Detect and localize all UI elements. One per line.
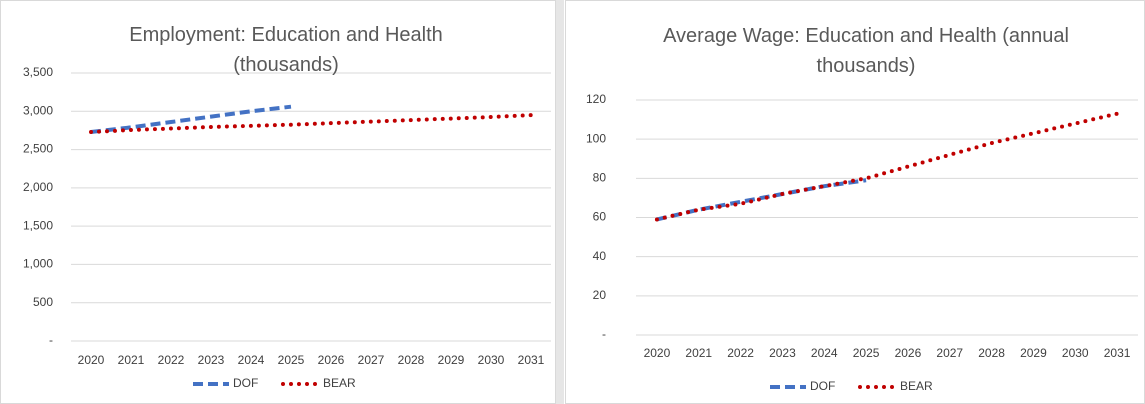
y-tick-label: 500 bbox=[33, 295, 53, 309]
x-tick-label: 2020 bbox=[78, 353, 105, 367]
chart-panel: - 20 40 60 80 100 120 2020 2021 2022 2023 2024 2025 2… bbox=[565, 0, 1145, 404]
x-tick-label: 2024 bbox=[811, 346, 838, 360]
x-tick-label: 2024 bbox=[238, 353, 265, 367]
data-line bbox=[656, 178, 867, 222]
y-tick-label: - bbox=[602, 327, 606, 341]
x-tick-label: 2021 bbox=[118, 353, 145, 367]
y-tick-label: 20 bbox=[593, 288, 607, 302]
x-tick-label: 2023 bbox=[769, 346, 796, 360]
x-tick-label: 2027 bbox=[936, 346, 963, 360]
legend-label: DOF bbox=[810, 379, 835, 393]
x-tick-label: 2028 bbox=[978, 346, 1005, 360]
y-tick-label: 100 bbox=[586, 131, 606, 145]
y-tick-label: 1,000 bbox=[23, 257, 53, 271]
x-tick-label: 2027 bbox=[358, 353, 385, 367]
chart: - 20 40 60 80 100 120 2020 2021 2022 2023 2024 2025 2… bbox=[586, 92, 1138, 393]
x-tick-label: 2030 bbox=[478, 353, 505, 367]
y-tick-label: - bbox=[49, 333, 53, 347]
chart-title: Average Wage: Education and Health (annu… bbox=[663, 25, 1069, 77]
data-line bbox=[90, 104, 292, 134]
x-tick-label: 2020 bbox=[644, 346, 671, 360]
legend-label: BEAR bbox=[323, 376, 356, 390]
legend-label: BEAR bbox=[900, 379, 933, 393]
x-tick-label: 2031 bbox=[518, 353, 545, 367]
y-tick-label: 60 bbox=[593, 210, 607, 224]
y-tick-label: 2,000 bbox=[23, 180, 53, 194]
x-tick-label: 2026 bbox=[895, 346, 922, 360]
x-tick-label: 2022 bbox=[158, 353, 185, 367]
chart-panel: - 500 1,000 1,500 2,000 2,500 3,000 3,500 2020 20… bbox=[0, 0, 556, 404]
y-tick-label: 40 bbox=[593, 249, 607, 263]
data-line bbox=[654, 111, 1120, 222]
y-tick-label: 2,500 bbox=[23, 142, 53, 156]
x-tick-label: 2025 bbox=[278, 353, 305, 367]
x-tick-label: 2021 bbox=[685, 346, 712, 360]
x-tick-label: 2022 bbox=[727, 346, 754, 360]
y-tick-label: 3,000 bbox=[23, 103, 53, 117]
x-tick-label: 2030 bbox=[1062, 346, 1089, 360]
divider bbox=[556, 0, 564, 404]
x-tick-label: 2029 bbox=[438, 353, 465, 367]
x-tick-label: 2029 bbox=[1020, 346, 1047, 360]
x-tick-label: 2028 bbox=[398, 353, 425, 367]
chart-title: Employment: Education and Health (thousa… bbox=[129, 24, 443, 76]
x-tick-label: 2026 bbox=[318, 353, 345, 367]
chart: - 500 1,000 1,500 2,000 2,500 3,000 3,500 2020 20… bbox=[23, 65, 551, 390]
data-line bbox=[89, 113, 533, 134]
y-tick-label: 3,500 bbox=[23, 65, 53, 79]
y-tick-label: 120 bbox=[586, 92, 606, 106]
y-tick-label: 80 bbox=[593, 171, 607, 185]
y-tick-label: 1,500 bbox=[23, 218, 53, 232]
x-tick-label: 2025 bbox=[853, 346, 880, 360]
legend-label: DOF bbox=[233, 376, 258, 390]
x-tick-label: 2031 bbox=[1104, 346, 1131, 360]
x-tick-label: 2023 bbox=[198, 353, 225, 367]
